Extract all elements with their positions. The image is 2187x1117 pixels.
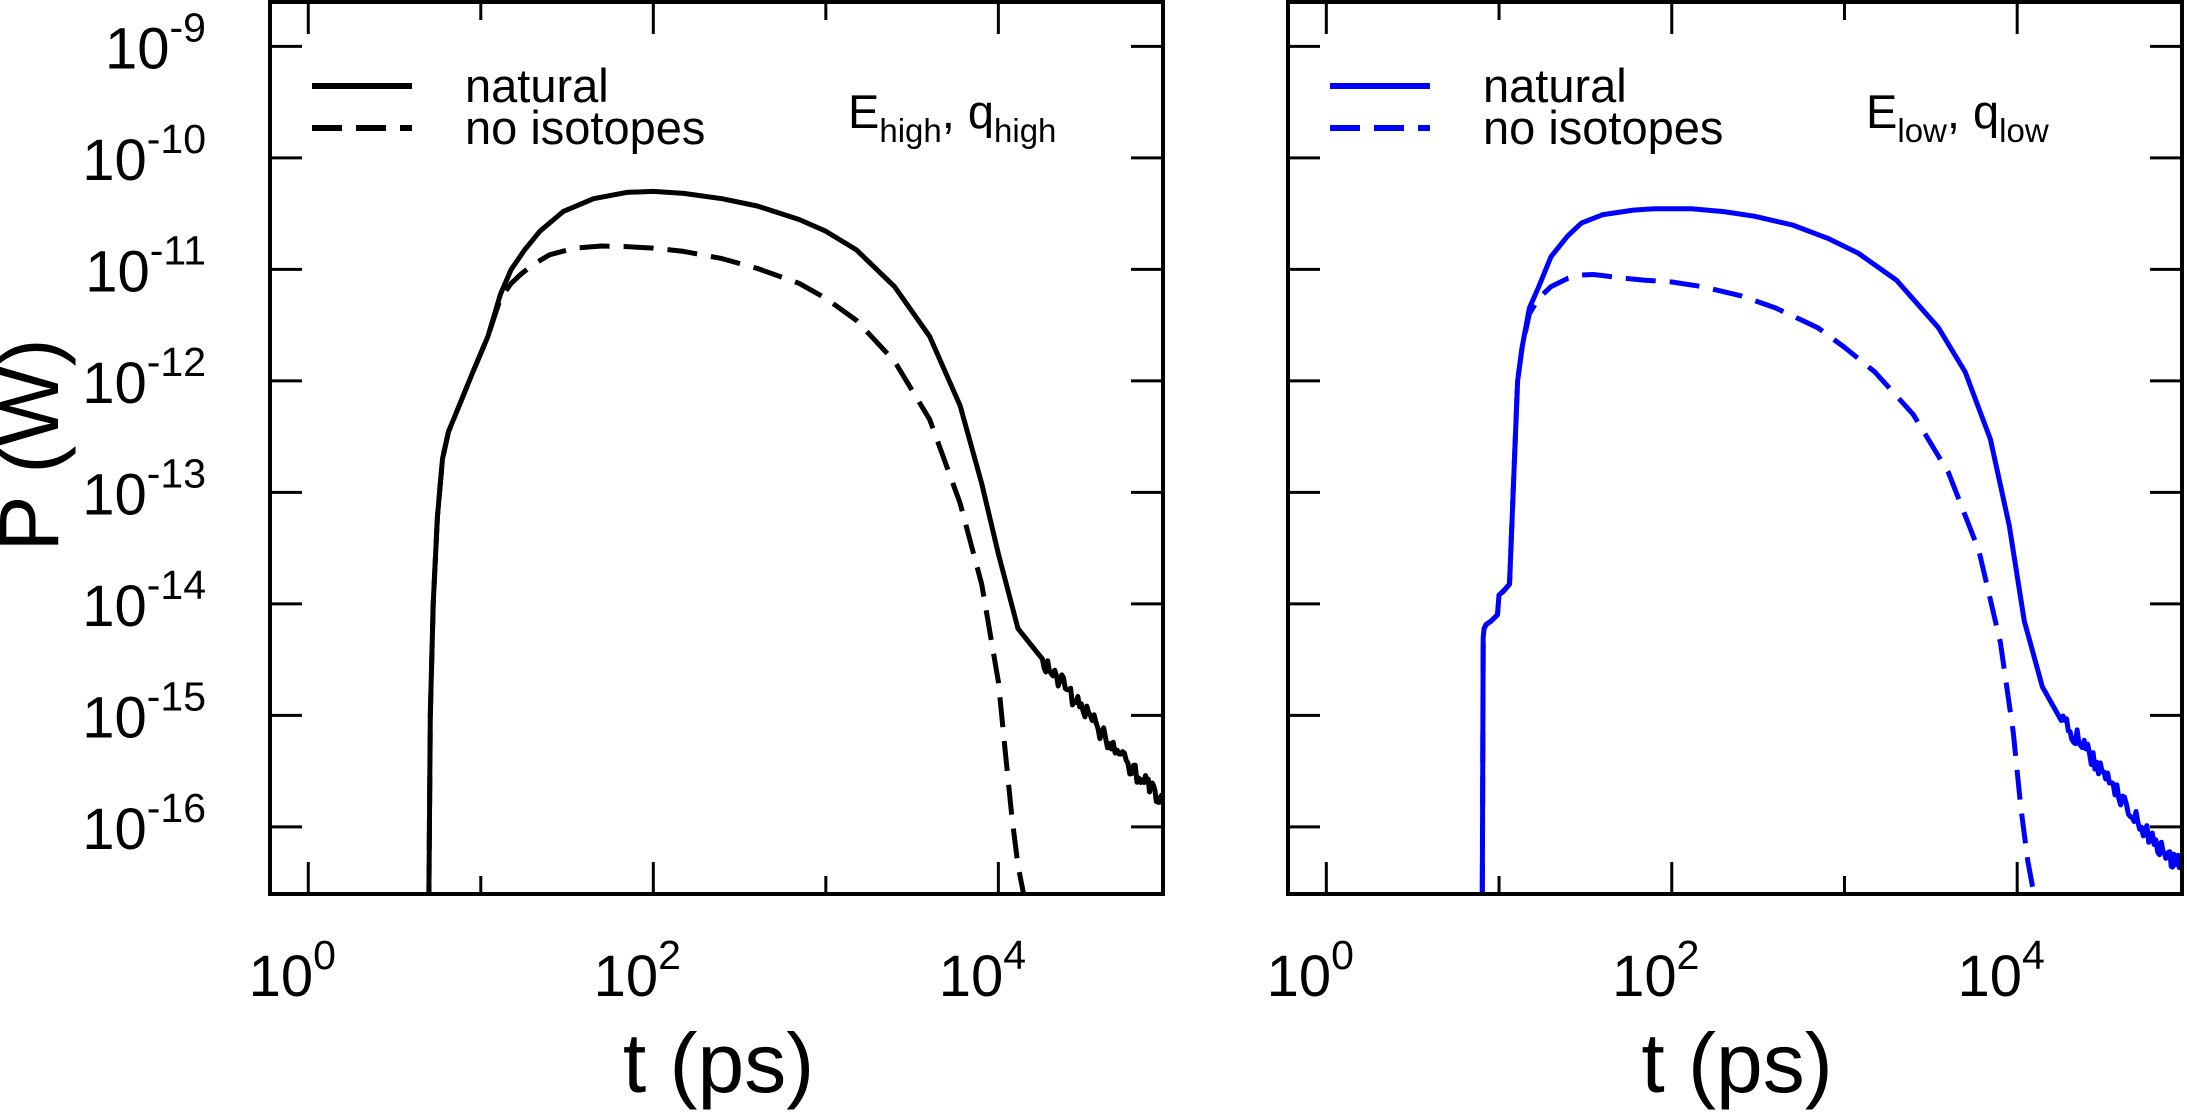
y-tick-label-base: 10	[82, 128, 147, 193]
y-tick-label-base: 10	[82, 574, 147, 639]
y-tick-label: 10-10	[82, 116, 206, 193]
y-tick-label: 10-16	[82, 785, 206, 862]
y-tick-label-exp: -10	[147, 116, 206, 162]
x-axis-label: t (ps)	[623, 1016, 814, 1110]
x-tick-label: 104	[1958, 932, 2045, 1009]
annotation-sep: , q	[1947, 85, 1999, 138]
annotation-sub: high	[879, 112, 941, 149]
y-tick-label: 10-9	[105, 4, 206, 81]
panel-left: 100 102 10410-910-1010-1110-1210-1310-1410…	[82, 0, 1165, 1110]
x-tick-label-exp: 0	[1331, 932, 1354, 978]
x-tick-label-base: 10	[1612, 944, 1677, 1009]
annotation-sub: low	[1897, 112, 1947, 149]
y-axis-label: P (W)	[0, 338, 76, 551]
x-tick-label-base: 10	[1267, 944, 1332, 1009]
y-tick-label-base: 10	[82, 462, 147, 527]
x-tick-label: 102	[1612, 932, 1699, 1009]
x-tick-label-exp: 2	[1677, 932, 1700, 978]
series-line-natural	[1479, 206, 2182, 894]
x-axis-label: t (ps)	[1641, 1016, 1832, 1110]
annotation-sub: low	[1999, 112, 2049, 149]
y-tick-label-exp: -14	[147, 562, 206, 608]
annotation-sub: high	[994, 112, 1056, 149]
y-tick-label-exp: -12	[147, 339, 206, 385]
plot-frame	[268, 0, 1165, 896]
y-tick-label-base: 10	[85, 239, 150, 304]
panel-annotation: Ehigh, qhigh	[848, 85, 1056, 149]
annotation-sep: , q	[942, 85, 994, 138]
y-tick-label-exp: -15	[147, 673, 206, 719]
x-tick-label-exp: 2	[658, 932, 681, 978]
x-tick-label-base: 10	[939, 944, 1004, 1009]
legend-label-natural: natural	[465, 59, 609, 112]
y-tick-label-exp: -9	[170, 4, 206, 50]
plot-frame	[1286, 0, 2184, 896]
legend-label-natural: natural	[1483, 59, 1627, 112]
y-tick-label-exp: -16	[147, 785, 206, 831]
y-tick-label-base: 10	[82, 685, 147, 750]
x-tick-label: 100	[249, 932, 336, 1009]
x-tick-label: 102	[594, 932, 681, 1009]
panel-annotation: Elow, qlow	[1866, 85, 2049, 149]
series-line-no-isotopes	[426, 243, 1027, 894]
x-tick-label-exp: 4	[2022, 932, 2045, 978]
y-tick-label: 10-13	[82, 450, 206, 527]
annotation-main: E	[848, 85, 879, 138]
legend-label-no-isotopes: no isotopes	[465, 101, 705, 154]
y-tick-label: 10-14	[82, 562, 206, 639]
y-tick-label-base: 10	[82, 351, 147, 416]
series-line-no-isotopes	[1479, 272, 2037, 894]
x-tick-label: 104	[939, 932, 1026, 1009]
y-tick-label-base: 10	[105, 16, 170, 81]
series-line-natural	[426, 188, 1163, 894]
y-tick-label: 10-11	[85, 227, 206, 304]
x-tick-label-exp: 0	[313, 932, 336, 978]
x-tick-label: 100	[1267, 932, 1354, 1009]
x-tick-label-base: 10	[594, 944, 659, 1009]
x-tick-label-exp: 4	[1003, 932, 1026, 978]
y-tick-label: 10-15	[82, 673, 206, 750]
y-tick-label-exp: -11	[150, 227, 206, 273]
legend-label-no-isotopes: no isotopes	[1483, 101, 1723, 154]
y-tick-label-exp: -13	[147, 450, 206, 496]
y-tick-label-base: 10	[82, 797, 147, 862]
annotation-main: E	[1866, 85, 1897, 138]
x-tick-label-base: 10	[1958, 944, 2023, 1009]
y-tick-label: 10-12	[82, 339, 206, 416]
x-tick-label-base: 10	[249, 944, 314, 1009]
